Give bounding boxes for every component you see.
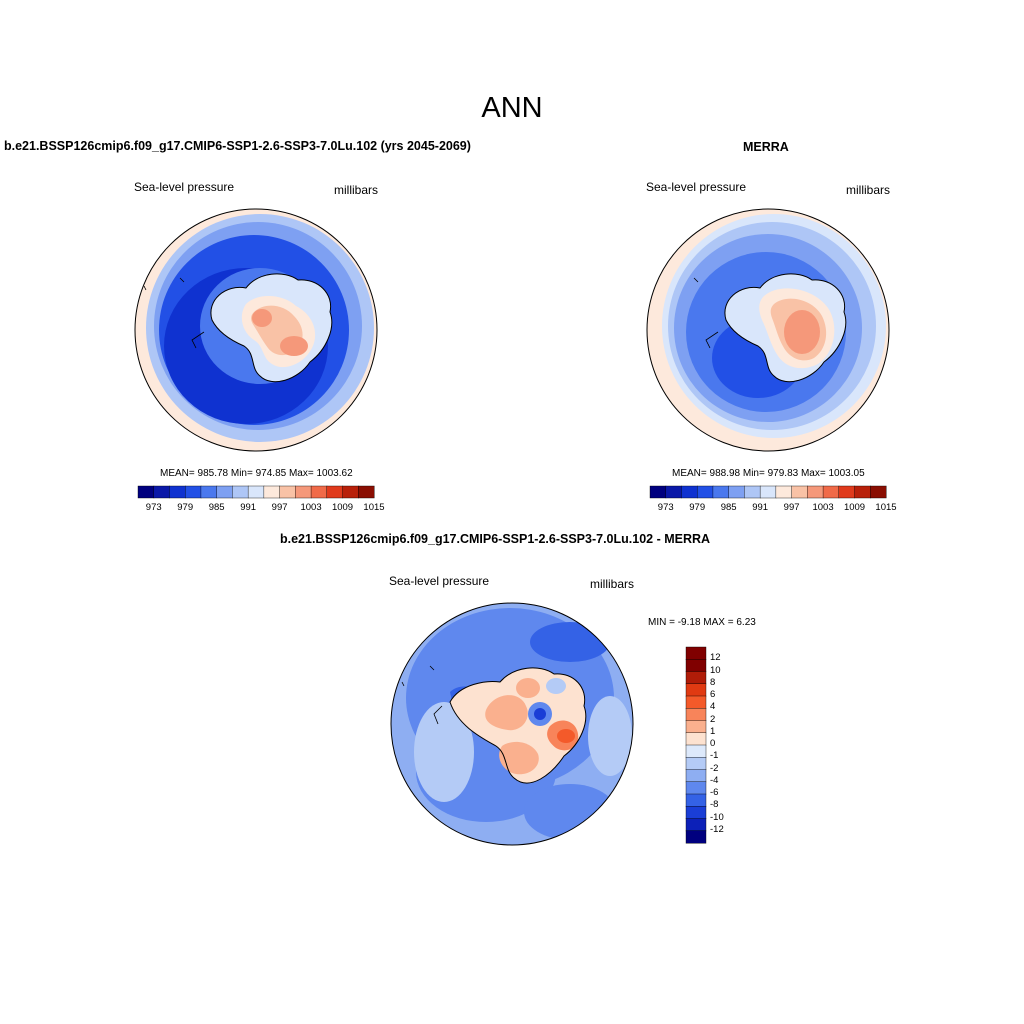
panel2-units-label: millibars	[846, 183, 891, 197]
colorbar-tick-label: 1015	[875, 502, 897, 513]
colorbar-swatch	[649, 485, 667, 499]
panel1-title: b.e21.BSSP126cmip6.f09_g17.CMIP6-SSP1-2.…	[4, 139, 471, 153]
colorbar-tick-label: 991	[240, 502, 257, 513]
colorbar-tick-label: 991	[752, 502, 769, 513]
colorbar-swatch	[685, 781, 707, 795]
colorbar-tick-label: -1	[710, 750, 719, 762]
colorbar-tick-label: 1009	[843, 502, 866, 513]
panel2-stats: MEAN= 988.98 Min= 979.83 Max= 1003.05	[672, 468, 865, 479]
colorbar-swatch	[744, 485, 761, 499]
colorbar-tick-label: 973	[657, 502, 674, 513]
panel1-colorbar-labels: 973 979 985 991 997 1003 1009 1015	[138, 502, 385, 514]
colorbar-swatch	[685, 806, 707, 820]
colorbar-tick-label: 2	[710, 713, 716, 725]
colorbar-tick-label: 1009	[331, 502, 354, 513]
panel2-colorbar	[649, 485, 887, 499]
colorbar-tick-label: 6	[710, 689, 716, 700]
colorbar-tick-label: 1003	[300, 502, 322, 513]
colorbar-swatch	[685, 683, 707, 697]
colorbar-tick-label: -12	[710, 823, 724, 835]
colorbar-swatch	[685, 695, 707, 709]
colorbar-swatch	[685, 818, 707, 832]
panel2-title: MERRA	[743, 140, 789, 154]
colorbar-tick-label: 0	[710, 738, 716, 749]
colorbar-tick-label: 1015	[363, 502, 385, 513]
panel2-variable-label: Sea-level pressure	[646, 180, 747, 194]
colorbar-tick-label: 12	[710, 652, 721, 664]
colorbar-tick-label: -6	[710, 787, 719, 798]
colorbar-swatch	[263, 485, 281, 499]
colorbar-tick-label: 985	[720, 502, 737, 513]
panel2-polar-map	[646, 208, 890, 452]
panel3-polar-map	[390, 602, 634, 846]
colorbar-swatch	[685, 757, 707, 771]
colorbar-swatch	[247, 485, 265, 499]
colorbar-swatch	[807, 485, 824, 499]
colorbar-tick-label: 979	[177, 502, 194, 513]
panel1-polar-map	[134, 208, 378, 452]
colorbar-tick-label: 979	[689, 502, 706, 513]
colorbar-swatch	[822, 485, 840, 499]
colorbar-swatch	[310, 485, 328, 499]
colorbar-swatch	[854, 485, 871, 499]
panel3-stats: MIN = -9.18 MAX = 6.23	[648, 617, 756, 628]
colorbar-tick-label: 10	[710, 664, 721, 676]
colorbar-swatch	[791, 485, 808, 499]
panel1-colorbar	[137, 485, 375, 499]
colorbar-swatch	[137, 485, 155, 499]
colorbar-swatch	[295, 485, 312, 499]
colorbar-swatch	[775, 485, 793, 499]
colorbar-swatch	[232, 485, 249, 499]
colorbar-swatch	[685, 720, 707, 734]
colorbar-tick-label: 997	[783, 502, 800, 513]
colorbar-tick-label: 973	[145, 502, 162, 513]
colorbar-swatch	[685, 671, 707, 685]
colorbar-swatch	[685, 769, 707, 783]
colorbar-tick-label: -4	[710, 774, 719, 786]
colorbar-swatch	[685, 708, 707, 722]
panel3-title: b.e21.BSSP126cmip6.f09_g17.CMIP6-SSP1-2.…	[280, 532, 711, 546]
colorbar-tick-label: 1	[710, 725, 716, 737]
colorbar-swatch	[685, 793, 707, 807]
panel2-colorbar-labels: 973 979 985 991 997 1003 1009 1015	[650, 502, 897, 514]
panel3-variable-label: Sea-level pressure	[389, 574, 490, 588]
panel1-units-label: millibars	[334, 183, 379, 197]
colorbar-swatch	[169, 485, 186, 499]
colorbar-swatch	[326, 485, 344, 499]
colorbar-swatch	[358, 485, 375, 499]
colorbar-swatch	[759, 485, 777, 499]
figure-title: ANN	[481, 92, 543, 124]
colorbar-tick-label: -8	[710, 799, 719, 811]
colorbar-swatch	[685, 646, 707, 660]
colorbar-swatch	[216, 485, 233, 499]
colorbar-tick-label: -2	[710, 762, 719, 774]
colorbar-swatch	[200, 485, 218, 499]
colorbar-swatch	[665, 485, 682, 499]
colorbar-tick-label: 1003	[812, 502, 834, 513]
colorbar-swatch	[153, 485, 170, 499]
colorbar-swatch	[728, 485, 745, 499]
colorbar-tick-label: 8	[710, 676, 716, 688]
colorbar-tick-label: 4	[710, 701, 716, 713]
panel3-units-label: millibars	[590, 577, 635, 591]
colorbar-tick-label: -10	[710, 811, 724, 823]
panel3-colorbar-labels: 12 10 8 6 4 2 1 0 -1 -2 -4 -6 -8 -10 -12	[710, 647, 750, 843]
colorbar-swatch	[279, 485, 296, 499]
panel1-variable-label: Sea-level pressure	[134, 180, 235, 194]
colorbar-tick-label: 997	[271, 502, 288, 513]
colorbar-swatch	[838, 485, 856, 499]
colorbar-swatch	[685, 830, 707, 844]
colorbar-swatch	[185, 485, 202, 499]
colorbar-swatch	[681, 485, 698, 499]
panel1-stats: MEAN= 985.78 Min= 974.85 Max= 1003.62	[160, 468, 353, 479]
colorbar-tick-label: 985	[208, 502, 225, 513]
colorbar-swatch	[712, 485, 730, 499]
colorbar-swatch	[685, 744, 707, 758]
colorbar-swatch	[870, 485, 887, 499]
panel3-colorbar	[685, 646, 707, 844]
colorbar-swatch	[685, 732, 707, 746]
colorbar-swatch	[342, 485, 359, 499]
colorbar-swatch	[697, 485, 714, 499]
colorbar-swatch	[685, 659, 707, 673]
